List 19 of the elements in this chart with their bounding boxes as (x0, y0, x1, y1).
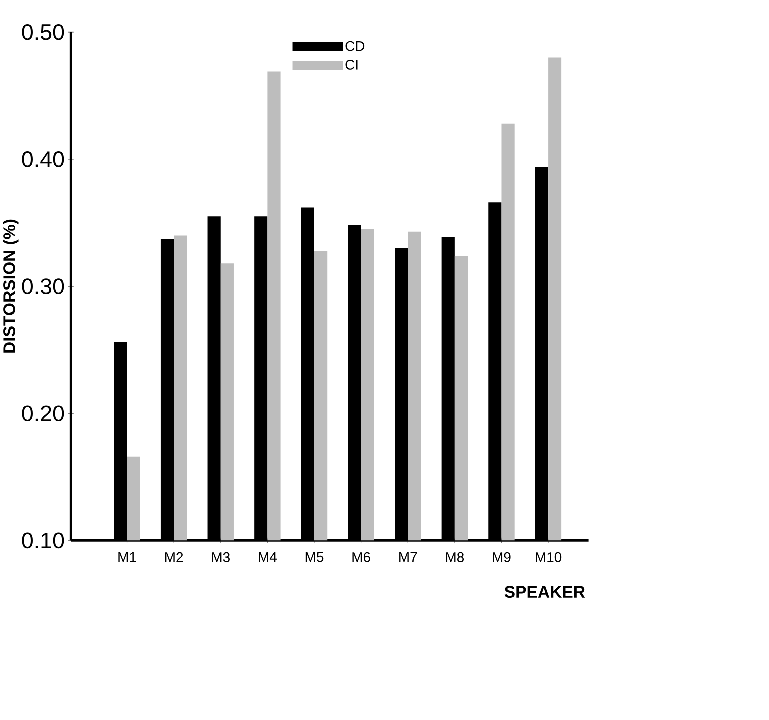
legend-label: CD (346, 41, 365, 52)
x-tick-label: M6 (352, 552, 370, 562)
x-tick-label: M4 (259, 552, 277, 562)
y-axis-title: DISTORSION (%) (3, 220, 19, 353)
x-tick-label: M10 (536, 552, 562, 562)
y-tick-label: 0.20 (22, 406, 64, 422)
y-tick-label: 0.10 (22, 532, 64, 549)
y-tick-label: 0.50 (22, 24, 64, 40)
x-tick-label: M2 (165, 552, 184, 562)
y-tick-label: 0.40 (22, 152, 64, 168)
x-tick-label: M7 (400, 552, 418, 562)
y-tick-label: 0.30 (22, 278, 64, 295)
x-tick-label: M5 (306, 552, 324, 562)
x-tick-label: M1 (118, 552, 136, 562)
x-tick-label: M8 (446, 552, 464, 562)
legend-label: CI (346, 60, 358, 70)
x-axis-title: SPEAKER (504, 586, 586, 598)
x-tick-label: M9 (493, 552, 511, 562)
x-tick-label: M3 (212, 552, 230, 562)
